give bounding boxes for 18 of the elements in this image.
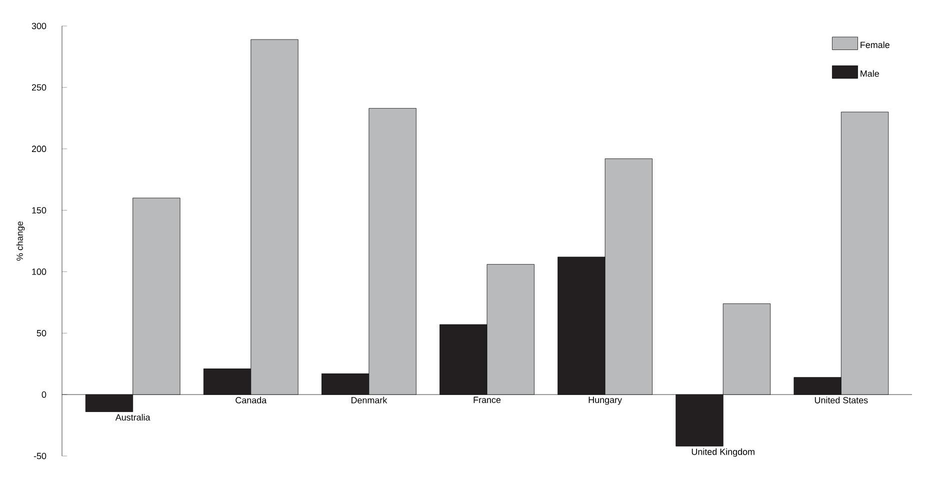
y-tick-label: 150 [32, 207, 46, 214]
legend-label: Male [860, 70, 879, 77]
y-tick-label: 50 [36, 330, 46, 336]
legend-label: Female [860, 41, 890, 48]
y-axis-title: % change [16, 221, 25, 261]
x-tick-label: Hungary [588, 396, 622, 405]
x-tick-label: United Kingdom [692, 448, 754, 457]
x-tick-label: Denmark [351, 396, 388, 404]
y-tick-label: 250 [32, 84, 46, 91]
y-tick-label: 100 [32, 268, 46, 275]
x-tick-label: United States [814, 396, 868, 404]
y-tick-label: 200 [32, 146, 46, 152]
x-tick-label: Australia [115, 414, 150, 421]
y-tick-label: 300 [32, 22, 46, 30]
y-tick-label: 0 [42, 391, 46, 398]
x-tick-label: Canada [236, 396, 267, 404]
x-tick-label: France [474, 396, 501, 404]
y-tick-label: -50 [34, 452, 46, 460]
